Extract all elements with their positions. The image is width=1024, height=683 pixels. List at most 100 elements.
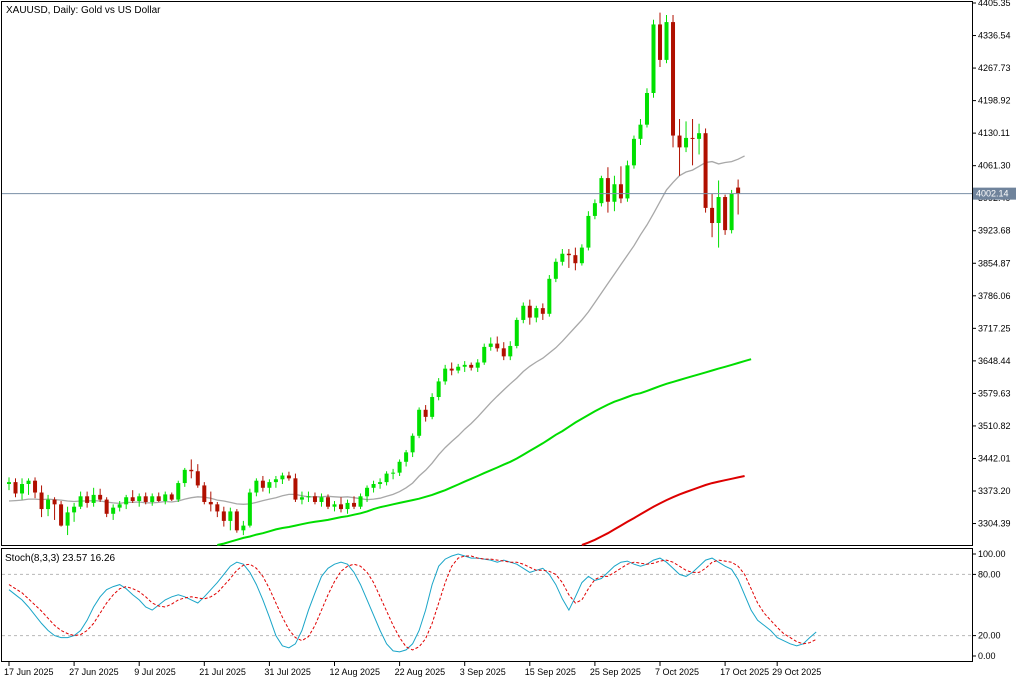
candle [286,471,291,481]
date-tick-label: 12 Aug 2025 [330,667,381,677]
candle [260,475,265,492]
candle [345,499,350,514]
candle [208,491,213,512]
candle [462,361,467,372]
price-tick-label: 3442.01 [978,453,1011,463]
candle [664,14,669,64]
candle [638,119,643,146]
candle [391,468,396,480]
candle [527,299,532,325]
candle [677,119,682,176]
candle [124,494,129,510]
stochastic-signal-line [8,555,817,651]
price-tick-label: 3854.87 [978,258,1011,268]
date-tick-label: 3 Sep 2025 [460,667,506,677]
candle [26,478,31,495]
candle [85,491,90,508]
candle [59,501,64,527]
candle [514,317,519,349]
candle [352,496,357,510]
price-tick-label: 4267.73 [978,63,1011,73]
price-tick-label: 3717.25 [978,323,1011,333]
candle [7,477,11,491]
candle [501,342,506,361]
candle [716,180,721,248]
date-tick-label: 17 Oct 2025 [720,667,769,677]
candle [436,378,441,401]
price-tick-label: 3923.68 [978,226,1011,236]
price-pane[interactable]: XAUUSD, Daily: Gold vs US Dollar [1,1,973,546]
candle [651,19,656,98]
date-tick-label: 22 Aug 2025 [395,667,446,677]
price-tick-label: 3304.39 [978,519,1011,529]
price-tick-label: 4198.92 [978,96,1011,106]
candle [247,488,252,528]
candle [423,405,428,422]
candle [449,362,454,376]
candle [176,480,181,502]
candle [690,119,695,166]
date-tick-label: 17 Jun 2025 [4,667,54,677]
candle [111,504,116,520]
candle [169,492,174,502]
candle [417,407,422,439]
date-axis: 17 Jun 2025 27 Jun 2025 9 Jul 2025 21 Jul 2… [4,662,821,677]
candle [723,194,728,235]
date-tick-label: 25 Sep 2025 [590,667,641,677]
candle [163,491,168,505]
candle [378,478,383,489]
candle [130,490,135,503]
candle [267,479,272,494]
candle [339,497,344,513]
price-tick-label: 4061.30 [978,161,1011,171]
candle [697,123,702,155]
candle [312,492,317,505]
date-tick-label: 9 Jul 2025 [134,667,176,677]
candle [534,305,539,323]
candle [215,501,220,518]
candle [625,160,630,202]
candle [325,494,330,510]
price-tick-label: 3786.06 [978,291,1011,301]
stochastic-tick-label: 0.00 [978,651,996,661]
candle [254,478,259,497]
candle [306,491,311,502]
candle [631,135,636,169]
candle [241,520,246,536]
stochastic-title: Stoch(8,3,3) 23.57 16.26 [5,553,116,564]
candle [599,175,604,207]
candle [195,464,200,488]
stochastic-pane[interactable]: Stoch(8,3,3) 23.57 16.26 [1,548,973,662]
candle [221,506,226,527]
candle [20,478,25,500]
stochastic-tick-label: 100.00 [978,549,1006,559]
candle [33,477,38,499]
candle [430,393,435,420]
candle [397,459,402,476]
candle [358,493,363,510]
candle [104,497,109,518]
candle [280,472,285,485]
candle [273,475,278,488]
candle [319,493,324,507]
price-tick-label: 4405.35 [978,0,1011,8]
candle [150,493,155,506]
date-tick-label: 27 Jun 2025 [69,667,119,677]
candle [202,482,207,505]
candle [488,337,493,351]
candle [482,343,487,365]
candle [91,487,96,507]
candle [182,467,187,487]
candle [52,497,57,520]
candle [332,501,337,512]
current-price-value: 4002.14 [976,189,1009,199]
candle [671,14,676,148]
candle [404,449,409,467]
candle [156,492,161,502]
candle [495,336,500,352]
candle [299,491,304,505]
price-tick-label: 3648.44 [978,356,1011,366]
candle [644,88,649,128]
date-tick-label: 21 Jul 2025 [199,667,246,677]
